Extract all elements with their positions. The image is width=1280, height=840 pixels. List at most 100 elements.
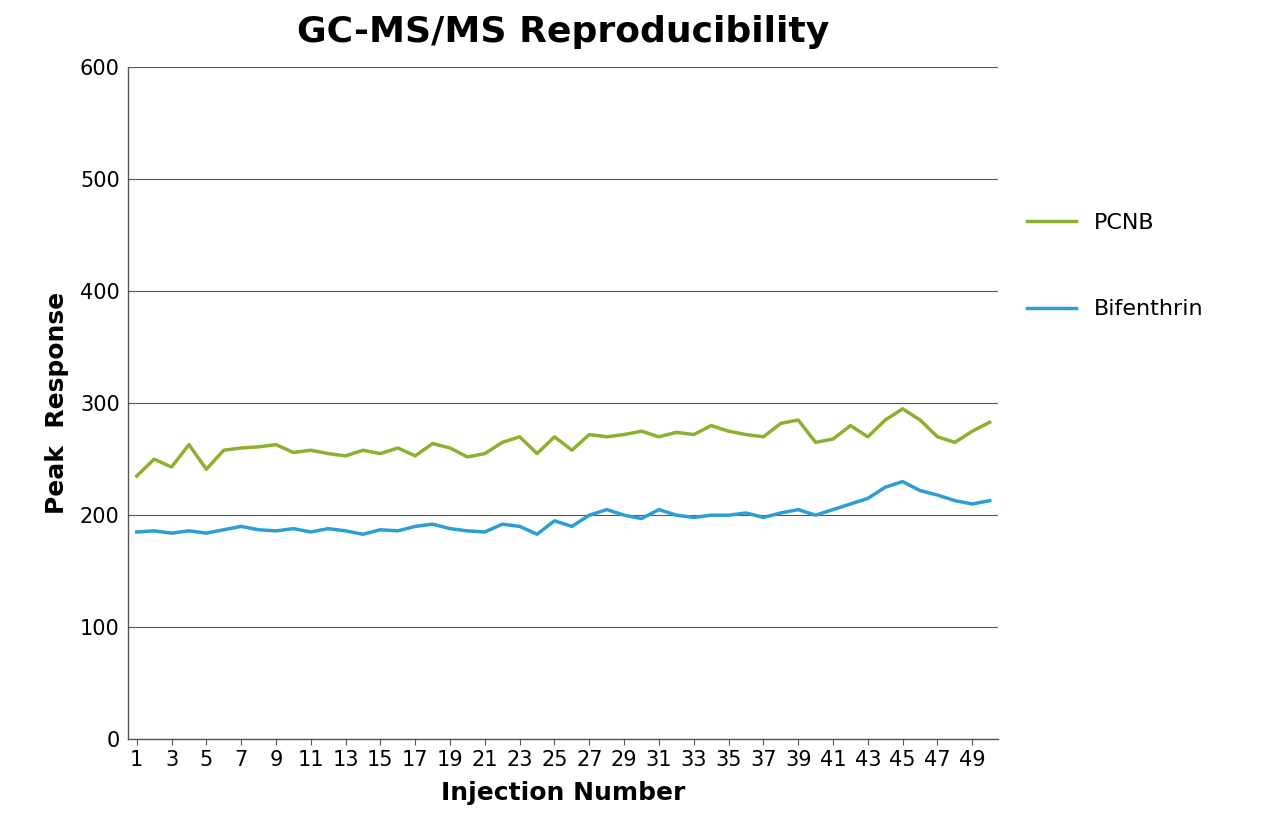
PCNB: [755, 432, 771, 442]
Bifenthrin: [634, 513, 649, 523]
PCNB: [477, 449, 493, 459]
PCNB: [129, 471, 145, 481]
PCNB: [599, 432, 614, 442]
PCNB: [356, 445, 371, 455]
PCNB: [686, 429, 701, 439]
Bifenthrin: [477, 527, 493, 537]
PCNB: [895, 404, 910, 414]
Bifenthrin: [755, 512, 771, 522]
Bifenthrin: [494, 519, 509, 529]
PCNB: [704, 421, 719, 431]
Bifenthrin: [198, 528, 214, 538]
Bifenthrin: [773, 508, 788, 518]
Bifenthrin: [965, 499, 980, 509]
PCNB: [617, 429, 632, 439]
PCNB: [198, 465, 214, 475]
PCNB: [739, 429, 754, 439]
PCNB: [791, 415, 806, 425]
PCNB: [965, 426, 980, 436]
Bifenthrin: [929, 490, 945, 500]
PCNB: [407, 451, 422, 461]
Bifenthrin: [164, 528, 179, 538]
PCNB: [425, 438, 440, 449]
PCNB: [182, 439, 197, 449]
PCNB: [947, 438, 963, 448]
Bifenthrin: [425, 519, 440, 529]
Bifenthrin: [982, 496, 997, 506]
PCNB: [146, 454, 161, 465]
Bifenthrin: [269, 526, 284, 536]
PCNB: [721, 426, 736, 436]
Bifenthrin: [320, 523, 335, 533]
PCNB: [581, 429, 596, 439]
PCNB: [982, 417, 997, 428]
Legend: PCNB, Bifenthrin: PCNB, Bifenthrin: [1027, 213, 1203, 319]
PCNB: [842, 421, 858, 431]
Bifenthrin: [443, 523, 458, 533]
Bifenthrin: [721, 510, 736, 520]
Bifenthrin: [390, 526, 406, 536]
PCNB: [634, 426, 649, 436]
Bifenthrin: [512, 522, 527, 532]
Line: Bifenthrin: Bifenthrin: [137, 481, 989, 534]
PCNB: [826, 434, 841, 444]
Bifenthrin: [564, 522, 580, 532]
Bifenthrin: [791, 505, 806, 515]
PCNB: [285, 448, 301, 458]
PCNB: [320, 449, 335, 459]
Bifenthrin: [860, 493, 876, 503]
Bifenthrin: [129, 527, 145, 537]
Bifenthrin: [826, 505, 841, 515]
Bifenthrin: [460, 526, 475, 536]
PCNB: [216, 445, 232, 455]
Bifenthrin: [407, 522, 422, 532]
Bifenthrin: [913, 486, 928, 496]
Bifenthrin: [233, 522, 248, 532]
PCNB: [390, 443, 406, 453]
PCNB: [652, 432, 667, 442]
PCNB: [512, 432, 527, 442]
Bifenthrin: [530, 529, 545, 539]
PCNB: [929, 432, 945, 442]
PCNB: [233, 443, 248, 453]
Bifenthrin: [617, 510, 632, 520]
Bifenthrin: [547, 516, 562, 526]
Bifenthrin: [581, 510, 596, 520]
Bifenthrin: [895, 476, 910, 486]
PCNB: [372, 449, 388, 459]
Bifenthrin: [285, 523, 301, 533]
Bifenthrin: [372, 525, 388, 535]
Bifenthrin: [251, 525, 266, 535]
Bifenthrin: [356, 529, 371, 539]
PCNB: [860, 432, 876, 442]
Bifenthrin: [842, 499, 858, 509]
PCNB: [564, 445, 580, 455]
Bifenthrin: [878, 482, 893, 492]
Bifenthrin: [704, 510, 719, 520]
Bifenthrin: [947, 496, 963, 506]
Bifenthrin: [686, 512, 701, 522]
Bifenthrin: [808, 510, 823, 520]
X-axis label: Injection Number: Injection Number: [442, 780, 685, 805]
PCNB: [530, 449, 545, 459]
Bifenthrin: [652, 505, 667, 515]
PCNB: [773, 418, 788, 428]
PCNB: [547, 432, 562, 442]
Title: GC-MS/MS Reproducibility: GC-MS/MS Reproducibility: [297, 15, 829, 50]
PCNB: [303, 445, 319, 455]
PCNB: [494, 438, 509, 448]
PCNB: [808, 438, 823, 448]
Bifenthrin: [303, 527, 319, 537]
PCNB: [338, 451, 353, 461]
PCNB: [269, 439, 284, 449]
Bifenthrin: [216, 525, 232, 535]
PCNB: [443, 443, 458, 453]
Bifenthrin: [338, 526, 353, 536]
PCNB: [878, 415, 893, 425]
PCNB: [913, 415, 928, 425]
Y-axis label: Peak  Response: Peak Response: [45, 292, 69, 514]
Bifenthrin: [739, 508, 754, 518]
Bifenthrin: [668, 510, 684, 520]
Line: PCNB: PCNB: [137, 409, 989, 476]
Bifenthrin: [599, 505, 614, 515]
